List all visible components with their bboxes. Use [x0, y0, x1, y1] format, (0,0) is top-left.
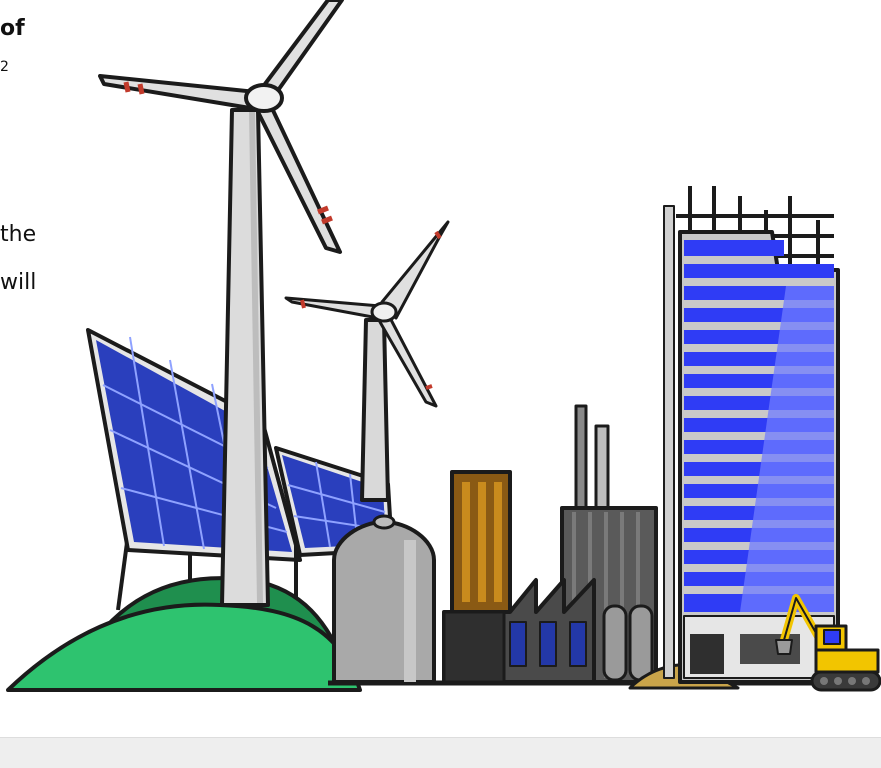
storage-tank: [332, 514, 436, 684]
superscript-fragment: 2: [0, 59, 9, 75]
factory-icon: [442, 404, 658, 684]
heading-fragment: of: [0, 16, 25, 41]
wind-turbine-icon: [98, 0, 344, 607]
solar-panel-icon: [274, 446, 394, 610]
excavator-icon: [775, 594, 881, 692]
body-text-line-2: will: [0, 270, 37, 295]
wind-turbine-icon: [284, 220, 450, 502]
green-hill: [6, 576, 362, 692]
bottom-bar: [0, 737, 881, 768]
skyscraper-icon: [663, 186, 840, 684]
body-text-line-1: the: [0, 222, 37, 247]
